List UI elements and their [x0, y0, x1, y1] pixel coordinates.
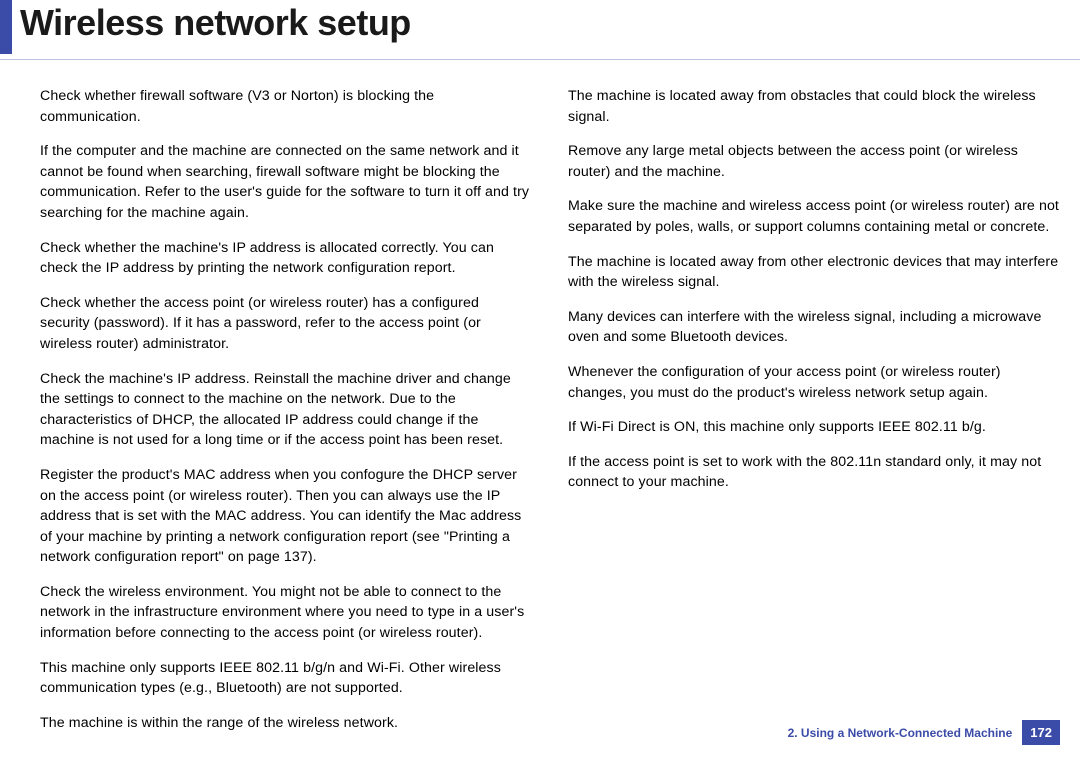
- page-title: Wireless network setup: [20, 2, 411, 44]
- footer: 2. Using a Network-Connected Machine 172: [788, 720, 1060, 745]
- left-column: Check whether firewall software (V3 or N…: [40, 86, 532, 747]
- para: Whenever the configuration of your acces…: [568, 362, 1060, 403]
- para: Check whether firewall software (V3 or N…: [40, 86, 532, 127]
- para: If the access point is set to work with …: [568, 452, 1060, 493]
- page-number-badge: 172: [1022, 720, 1060, 745]
- para: The machine is located away from other e…: [568, 252, 1060, 293]
- header-accent: [0, 0, 12, 54]
- para: Remove any large metal objects between t…: [568, 141, 1060, 182]
- right-column: The machine is located away from obstacl…: [568, 86, 1060, 747]
- para: Check whether the access point (or wirel…: [40, 293, 532, 355]
- footer-chapter: 2. Using a Network-Connected Machine: [788, 726, 1013, 740]
- para: Make sure the machine and wireless acces…: [568, 196, 1060, 237]
- para: If the computer and the machine are conn…: [40, 141, 532, 223]
- para: The machine is within the range of the w…: [40, 713, 532, 734]
- header: Wireless network setup: [0, 0, 1080, 60]
- para: Check the wireless environment. You migh…: [40, 582, 532, 644]
- para: The machine is located away from obstacl…: [568, 86, 1060, 127]
- para: Register the product's MAC address when …: [40, 465, 532, 568]
- para: Check the machine's IP address. Reinstal…: [40, 369, 532, 451]
- para: This machine only supports IEEE 802.11 b…: [40, 658, 532, 699]
- content-area: Check whether firewall software (V3 or N…: [0, 60, 1080, 747]
- para: Check whether the machine's IP address i…: [40, 238, 532, 279]
- para: If Wi-Fi Direct is ON, this machine only…: [568, 417, 1060, 438]
- para: Many devices can interfere with the wire…: [568, 307, 1060, 348]
